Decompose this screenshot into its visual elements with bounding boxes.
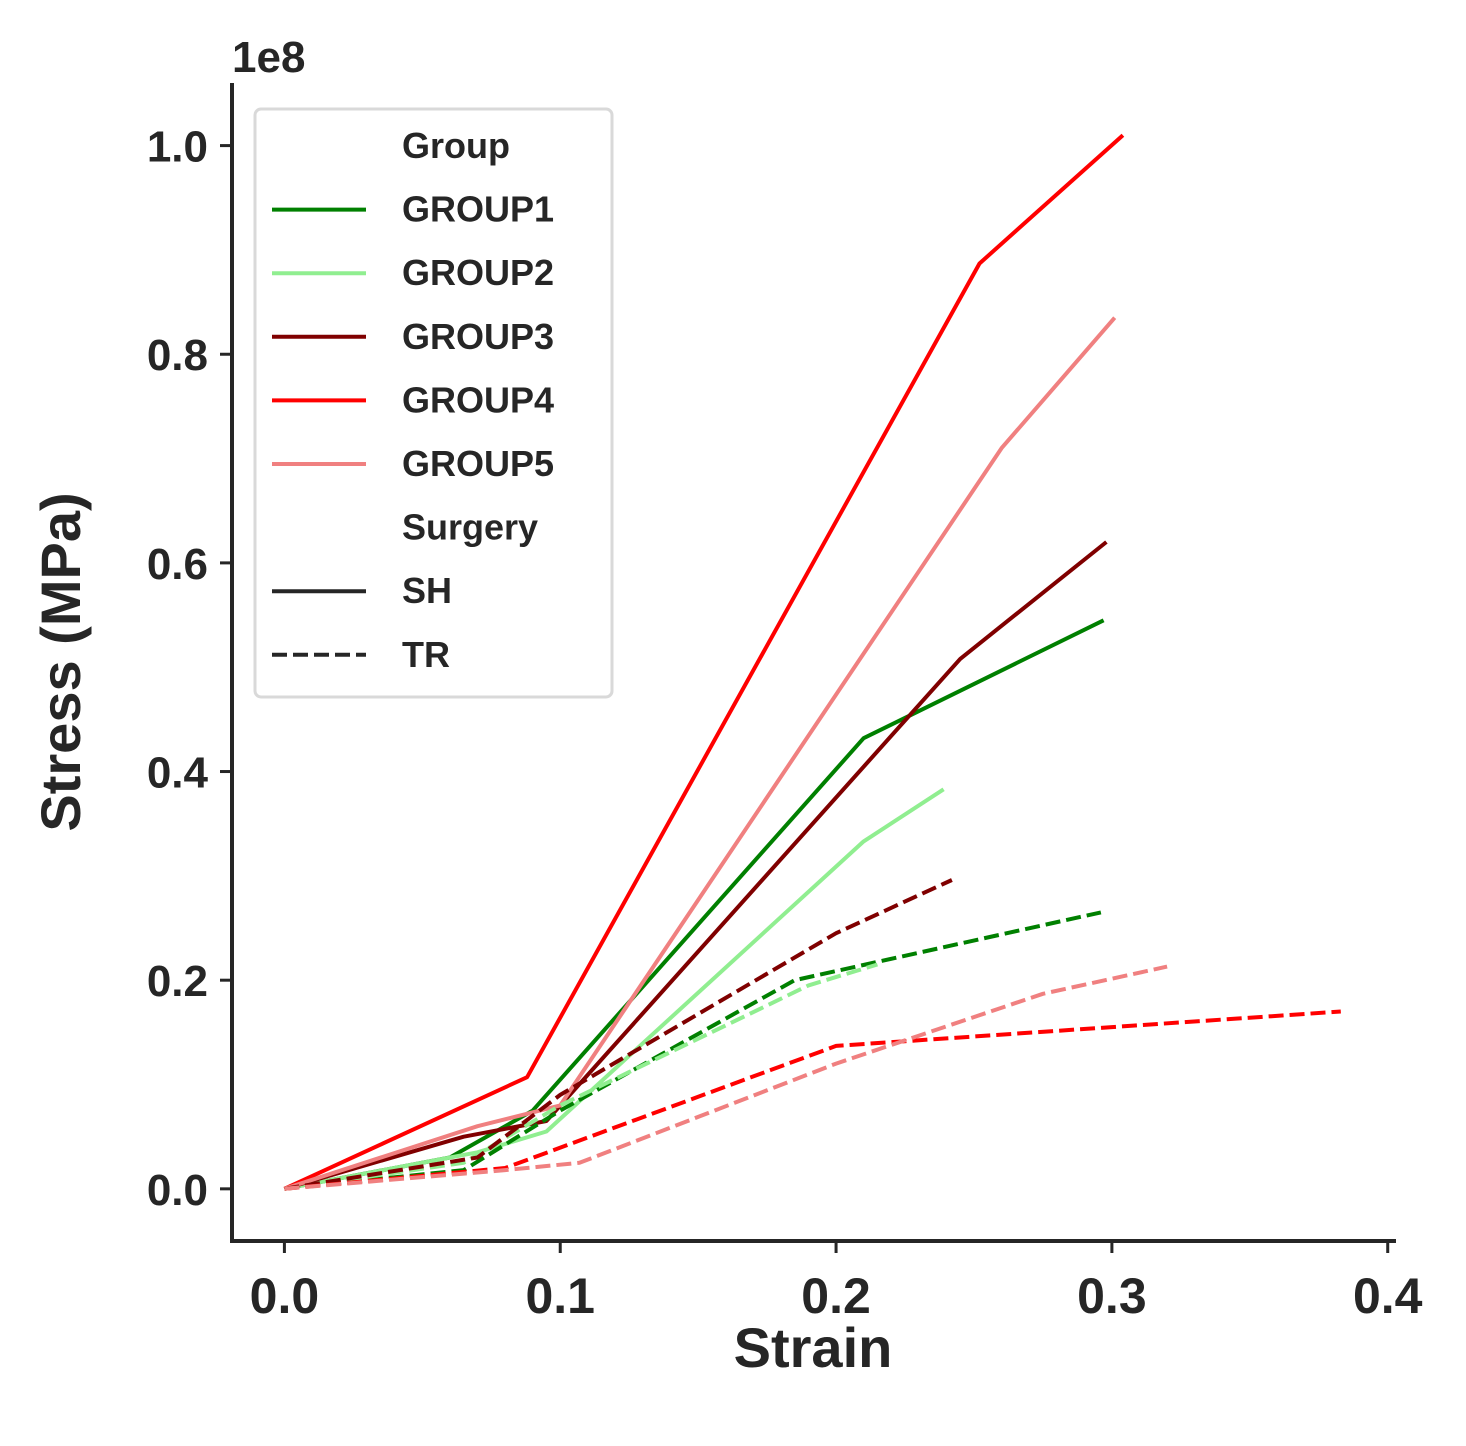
series-line-group2-tr xyxy=(284,962,878,1191)
y-axis-title: Stress (MPa) xyxy=(29,492,92,831)
axes xyxy=(230,83,1396,1243)
legend-title-group: Group xyxy=(402,125,510,166)
x-tick-label: 0.3 xyxy=(1077,1268,1147,1324)
legend-label-tr: TR xyxy=(402,634,450,675)
series-line-group3-tr xyxy=(284,878,953,1191)
legend-label-group2: GROUP2 xyxy=(402,252,554,293)
series-line-group2-sh xyxy=(284,787,945,1191)
legend-label-group4: GROUP4 xyxy=(402,379,554,420)
y-tick-label: 0.8 xyxy=(147,331,208,380)
legend: Group GROUP1 GROUP2 GROUP3 GROUP4 GROUP5 Surge… xyxy=(253,107,614,699)
legend-label-group3: GROUP3 xyxy=(402,316,554,357)
y-ticks: 0.0 0.2 0.4 0.6 0.8 1.0 xyxy=(147,123,232,1215)
series-line-group5-sh xyxy=(283,316,1117,1191)
y-tick-label: 0.0 xyxy=(147,1166,208,1215)
y-tick-label: 1.0 xyxy=(147,123,208,172)
x-tick-label: 0.1 xyxy=(525,1268,595,1324)
legend-label-group1: GROUP1 xyxy=(402,189,554,230)
x-axis-title: Strain xyxy=(734,1316,893,1379)
legend-box xyxy=(253,107,614,699)
y-offset-label: 1e8 xyxy=(232,33,305,82)
legend-label-sh: SH xyxy=(402,570,452,611)
x-tick-label: 0.4 xyxy=(1353,1268,1423,1324)
y-tick-label: 0.6 xyxy=(147,540,208,589)
x-tick-label: 0.0 xyxy=(250,1268,320,1324)
y-tick-label: 0.2 xyxy=(147,957,208,1006)
series-line-group4-sh xyxy=(283,133,1125,1191)
legend-title-surgery: Surgery xyxy=(402,507,538,548)
y-tick-label: 0.4 xyxy=(147,749,209,798)
x-ticks: 0.0 0.1 0.2 0.3 0.4 xyxy=(250,1241,1423,1324)
x-tick-label: 0.2 xyxy=(801,1268,871,1324)
plot-lines xyxy=(283,133,1341,1191)
series-line-group5-tr xyxy=(284,964,1168,1191)
legend-label-group5: GROUP5 xyxy=(402,443,554,484)
